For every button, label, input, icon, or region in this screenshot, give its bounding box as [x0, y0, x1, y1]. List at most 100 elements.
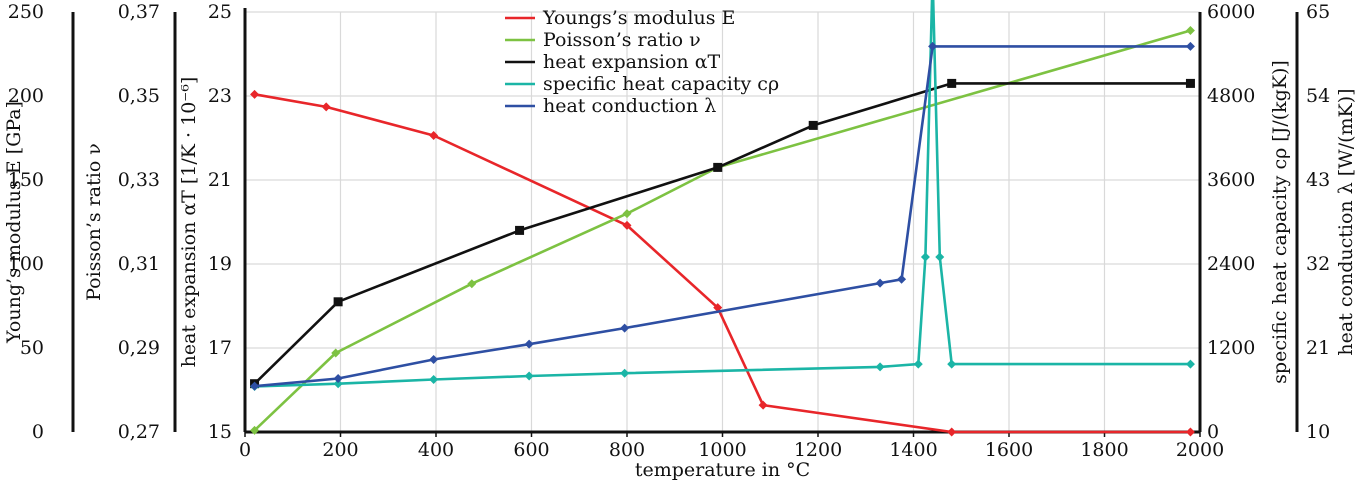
series-alpha	[250, 78, 1195, 389]
data-point-alpha	[713, 162, 723, 172]
data-point-lambda	[620, 323, 630, 333]
data-point-cp	[524, 371, 534, 381]
data-point-alpha	[1185, 78, 1195, 88]
y-tick-label-alpha: 21	[208, 169, 232, 191]
series-line-E	[254, 93, 1191, 434]
data-point-cp	[875, 362, 885, 372]
y-axis-title-lambda: heat conduction λ [W/(mK)]	[1335, 88, 1357, 355]
y-tick-label-nu: 0,31	[118, 253, 160, 275]
y-tick-label-nu: 0,37	[118, 1, 160, 23]
y-tick-label-alpha: 17	[208, 337, 232, 359]
data-point-lambda	[928, 41, 938, 51]
legend-label-alpha: heat expansion αT	[543, 51, 721, 73]
x-tick-label: 200	[322, 439, 358, 461]
data-point-nu	[331, 348, 341, 358]
x-tick-label: 1800	[1080, 439, 1128, 461]
data-point-alpha	[333, 297, 343, 307]
y-tick-label-alpha: 19	[208, 253, 232, 275]
data-point-E	[250, 89, 260, 99]
data-point-lambda	[897, 274, 907, 284]
data-point-nu	[1185, 25, 1195, 35]
x-axis-title: temperature in °C	[635, 459, 810, 481]
y-tick-label-cp: 4800	[1207, 85, 1255, 107]
x-tick-label: 800	[609, 439, 645, 461]
legend-label-nu: Poisson’s ratio ν	[543, 29, 701, 51]
y-axis-title-E: Young’s modulus E [GPa]	[3, 101, 25, 344]
data-point-cp	[1185, 359, 1195, 369]
y-tick-label-E: 250	[8, 1, 44, 23]
y-tick-label-cp: 2400	[1207, 253, 1255, 275]
y-tick-label-E: 100	[8, 253, 44, 275]
x-tick-label: 400	[418, 439, 454, 461]
data-point-cp	[429, 375, 439, 384]
y-tick-label-lambda: 43	[1306, 169, 1330, 191]
data-point-E	[1185, 427, 1195, 437]
y-tick-label-cp: 3600	[1207, 169, 1255, 191]
data-point-E	[321, 102, 331, 112]
y-tick-label-alpha: 25	[208, 1, 232, 23]
data-point-E	[947, 427, 957, 437]
legend-item-nu: Poisson’s ratio ν	[505, 29, 701, 51]
data-point-lambda	[333, 374, 343, 384]
data-point-cp	[913, 359, 923, 369]
x-tick-label: 0	[239, 439, 251, 461]
y-tick-label-E: 50	[20, 337, 44, 359]
x-tick-label: 1000	[698, 439, 746, 461]
y-tick-label-lambda: 21	[1306, 337, 1330, 359]
legend-item-lambda: heat conduction λ	[505, 95, 716, 117]
data-point-E	[622, 220, 632, 230]
x-tick-label: 1200	[794, 439, 842, 461]
y-tick-label-alpha: 15	[208, 421, 232, 443]
data-point-E	[429, 130, 439, 140]
axes: 0 200 400 600 800 1000 1200 1400 1600 1800 2000tem…	[3, 1, 1357, 481]
legend-label-E: Youngs’s modulus E	[542, 7, 735, 29]
y-tick-label-cp: 6000	[1207, 1, 1255, 23]
data-point-cp	[920, 252, 930, 262]
y-axis-title-alpha: heat expansion αT [1/K · 10⁻⁶]	[178, 77, 200, 368]
y-tick-label-E: 150	[8, 169, 44, 191]
x-tick-label: 2000	[1176, 439, 1224, 461]
data-point-alpha	[947, 78, 957, 88]
data-point-alpha	[515, 225, 525, 235]
data-point-lambda	[875, 278, 885, 288]
series-line-cp	[254, 0, 1191, 388]
series-E	[250, 89, 1195, 437]
data-point-E	[758, 400, 768, 410]
series-line-nu	[253, 29, 1191, 432]
series-lambda	[250, 41, 1195, 391]
data-point-lambda	[524, 339, 534, 349]
y-tick-label-nu: 0,29	[118, 337, 160, 359]
x-tick-label: 600	[513, 439, 549, 461]
y-tick-label-alpha: 23	[208, 85, 232, 107]
x-tick-label: 1400	[889, 439, 937, 461]
y-tick-label-lambda: 54	[1306, 85, 1330, 107]
data-point-lambda	[250, 381, 260, 391]
legend-item-E: Youngs’s modulus E	[505, 7, 735, 29]
y-tick-label-lambda: 10	[1306, 421, 1330, 443]
data-point-nu	[467, 279, 477, 289]
legend-label-cp: specific heat capacity cρ	[543, 73, 779, 95]
data-point-E	[713, 303, 723, 313]
data-point-lambda	[429, 354, 439, 364]
data-point-nu	[250, 425, 260, 435]
y-axis-title-nu: Poisson’s ratio ν	[83, 143, 105, 301]
y-tick-label-cp: 0	[1207, 421, 1219, 443]
data-point-alpha	[808, 120, 818, 130]
y-tick-label-E: 0	[32, 421, 44, 443]
y-tick-label-nu: 0,33	[118, 169, 160, 191]
legend-label-lambda: heat conduction λ	[543, 95, 716, 117]
y-tick-label-E: 200	[8, 85, 44, 107]
legend-item-alpha: heat expansion αT	[505, 51, 721, 73]
y-tick-label-lambda: 65	[1306, 1, 1330, 23]
legend-item-cp: specific heat capacity cρ	[505, 73, 779, 95]
series	[250, 0, 1195, 437]
y-tick-label-nu: 0,27	[118, 421, 160, 443]
data-point-lambda	[1185, 41, 1195, 51]
y-tick-label-lambda: 32	[1306, 253, 1330, 275]
y-tick-label-nu: 0,35	[118, 85, 160, 107]
data-point-cp	[935, 252, 945, 262]
y-axis-title-cp: specific heat capacity cρ [J/(kgK)]	[1269, 60, 1291, 384]
data-point-cp	[947, 359, 957, 369]
